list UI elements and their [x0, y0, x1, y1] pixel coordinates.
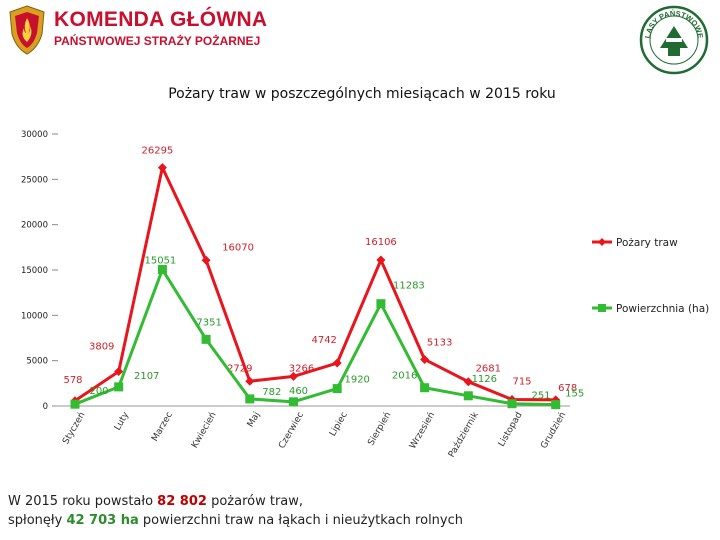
data-point	[420, 383, 430, 393]
x-tick-label: Październik	[447, 410, 481, 460]
footer-line-1-a: W 2015 roku powstało	[8, 494, 158, 509]
data-label: 5133	[427, 337, 452, 348]
data-label: 782	[262, 387, 281, 398]
footer-line-1: W 2015 roku powstało 82 802 pożarów traw…	[8, 492, 463, 511]
data-label: 2107	[134, 371, 159, 382]
data-point	[551, 400, 561, 410]
x-axis: Styczeń Luty Marzec Kwiecień Maj Czerwiec Lipi…	[55, 405, 570, 460]
org-name: KOMENDA GŁÓWNA	[54, 8, 268, 31]
series-line	[74, 268, 556, 407]
data-point	[332, 358, 342, 368]
data-label: 578	[63, 375, 82, 386]
data-label: 16106	[365, 237, 397, 248]
data-point	[114, 382, 124, 392]
footer-line-1-c: pożarów traw,	[206, 494, 304, 509]
data-label: 200	[89, 386, 108, 397]
data-point	[245, 376, 255, 386]
data-label: 1126	[472, 374, 497, 385]
data-point	[463, 377, 473, 387]
footer-line-2-c: powierzchni traw na łąkach i nieużytkach…	[138, 513, 464, 528]
data-label: 715	[512, 377, 531, 388]
data-point	[376, 255, 386, 265]
data-label: 16070	[222, 242, 254, 253]
org-subtitle: PAŃSTWOWEJ STRAŻY POŻARNEJ	[54, 34, 261, 48]
y-tick-label: 5000	[26, 357, 48, 367]
data-point	[420, 354, 430, 364]
y-tick-label: 0	[43, 402, 48, 412]
legend-marker	[598, 238, 606, 246]
data-label: 15051	[144, 256, 176, 267]
data-label: 2729	[227, 363, 252, 374]
y-tick-label: 25000	[21, 175, 48, 185]
legend-label: Pożary traw	[616, 237, 678, 249]
x-tick-label: Maj	[246, 411, 263, 430]
data-label: 3266	[289, 363, 314, 374]
footer-line-2: spłonęły 42 703 ha powierzchni traw na ł…	[8, 511, 463, 530]
total-fires-value: 82 802	[157, 494, 207, 509]
data-point	[463, 391, 473, 401]
state-forests-emblem-icon: LASY PAŃSTWOWE	[639, 5, 709, 75]
chart-title: Pożary traw w poszczególnych miesiącach …	[168, 86, 556, 102]
data-point	[201, 334, 211, 344]
total-area-value: 42 703 ha	[66, 513, 139, 528]
x-tick-label: Wrzesień	[408, 411, 437, 451]
footer-line-2-a: spłonęły	[8, 513, 67, 528]
data-label: 460	[289, 386, 308, 397]
data-label: 26295	[141, 146, 173, 157]
x-tick-label: Sierpień	[366, 411, 393, 448]
legend-label: Powierzchnia (ha)	[616, 303, 709, 315]
x-tick-label: Styczeń	[61, 411, 87, 447]
x-tick-label: Marzec	[150, 410, 175, 443]
x-tick-label: Grudzień	[539, 411, 568, 451]
x-tick-label: Czerwiec	[277, 410, 306, 450]
x-tick-label: Kwiecień	[190, 411, 219, 451]
data-point	[507, 399, 517, 409]
data-label: 2016	[392, 371, 417, 382]
x-tick-label: Listopad	[497, 411, 525, 449]
data-point	[245, 394, 255, 404]
header: KOMENDA GŁÓWNA PAŃSTWOWEJ STRAŻY POŻARNE…	[0, 0, 720, 75]
fire-service-emblem-icon	[9, 5, 45, 55]
data-label: 4742	[311, 335, 336, 346]
series-line	[74, 166, 556, 403]
data-point	[289, 371, 298, 381]
data-point	[157, 163, 167, 173]
y-tick-label: 20000	[21, 221, 48, 231]
data-point	[70, 399, 80, 409]
legend: Pożary traw Powierzchnia (ha)	[592, 237, 709, 315]
series-layer: 578 3809 26295 16070 2729 3266 4742 16106 5133 26…	[63, 146, 584, 410]
x-tick-label: Lipiec	[328, 410, 350, 438]
y-tick-label: 10000	[21, 311, 48, 321]
legend-marker	[598, 304, 606, 312]
data-label: 1920	[344, 375, 369, 386]
data-point	[114, 366, 124, 376]
data-label: 678	[558, 383, 577, 394]
data-label: 3809	[89, 341, 114, 352]
data-label: 11283	[393, 281, 425, 292]
data-point	[332, 384, 342, 394]
data-point	[157, 265, 167, 275]
footer-summary: W 2015 roku powstało 82 802 pożarów traw…	[8, 492, 463, 530]
data-label: 251	[531, 391, 550, 402]
data-label: 7351	[196, 317, 221, 328]
y-axis: 0 5000 10000 15000 20000 25000 30000	[21, 130, 58, 412]
data-point	[201, 255, 211, 265]
data-label: 155	[565, 389, 584, 400]
x-tick-label: Luty	[113, 410, 132, 432]
data-point	[376, 299, 386, 309]
data-point	[289, 397, 298, 407]
y-tick-label: 30000	[21, 130, 48, 140]
y-tick-label: 15000	[21, 266, 48, 276]
data-label: 2681	[476, 364, 501, 375]
